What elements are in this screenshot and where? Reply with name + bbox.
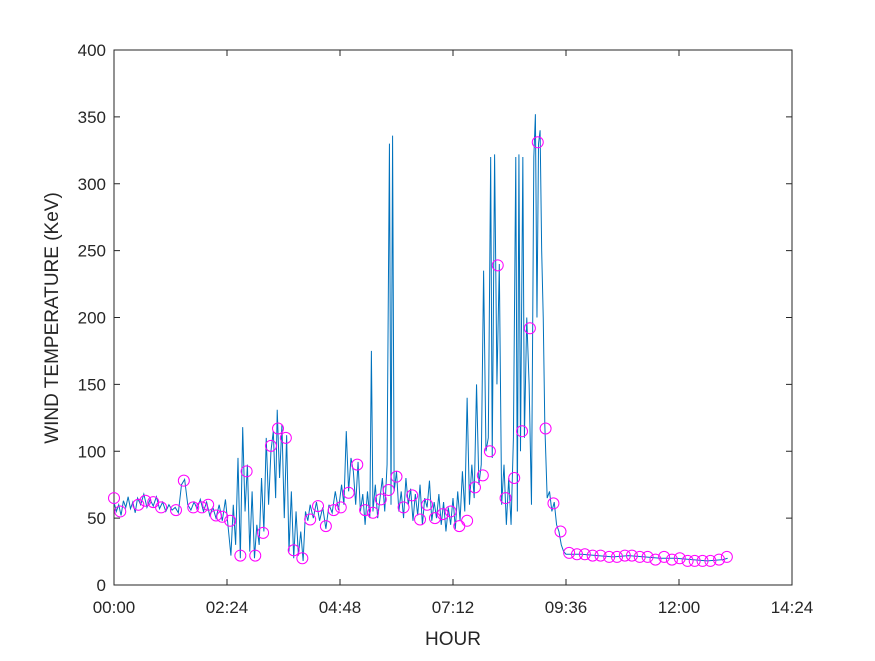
data-marker [681, 554, 694, 567]
data-marker [296, 552, 309, 565]
data-marker [108, 492, 120, 505]
y-tick-label: 150 [78, 375, 106, 394]
data-marker [169, 504, 182, 517]
data-marker [649, 553, 662, 566]
y-tick-label: 250 [78, 242, 106, 261]
data-marker [312, 500, 325, 513]
data-marker [563, 546, 576, 559]
y-tick-label: 50 [87, 509, 106, 528]
data-marker [704, 554, 717, 567]
x-tick-label: 04:48 [319, 598, 362, 617]
x-axis-label: HOUR [425, 629, 481, 650]
data-marker [272, 422, 285, 435]
data-marker [641, 550, 654, 563]
x-tick-label: 09:36 [545, 598, 588, 617]
data-marker [491, 259, 504, 272]
x-tick-label: 02:24 [206, 598, 249, 617]
data-marker [397, 501, 410, 514]
data-marker [195, 501, 208, 514]
data-marker [523, 322, 536, 335]
data-marker [696, 554, 709, 567]
data-marker [155, 501, 168, 514]
data-marker [673, 552, 686, 565]
data-marker [374, 493, 387, 506]
data-marker [139, 494, 152, 507]
x-tick-label: 12:00 [658, 598, 701, 617]
data-marker [249, 549, 262, 562]
data-marker [554, 525, 567, 538]
data-marker [216, 510, 229, 523]
data-marker [359, 504, 372, 517]
data-marker [508, 472, 521, 484]
data-line [113, 114, 728, 562]
data-marker [342, 486, 355, 499]
data-marker [240, 465, 253, 478]
data-marker [720, 550, 733, 563]
y-tick-label: 400 [78, 41, 106, 60]
x-tick-label: 00:00 [93, 598, 136, 617]
data-marker [351, 458, 364, 471]
data-marker [382, 484, 395, 497]
data-marker [483, 445, 496, 458]
data-marker [516, 425, 529, 438]
data-marker [444, 505, 457, 518]
data-marker [618, 549, 631, 562]
y-axis-label: WIND TEMPERATURE (KeV) [42, 192, 63, 444]
data-marker [114, 505, 127, 518]
data-marker [279, 431, 292, 444]
data-marker [436, 508, 449, 521]
data-marker [499, 492, 512, 505]
data-marker [366, 506, 379, 519]
y-tick-label: 100 [78, 442, 106, 461]
data-marker [287, 544, 300, 557]
y-tick-label: 300 [78, 175, 106, 194]
data-marker [625, 549, 638, 562]
data-marker [224, 514, 237, 527]
data-marker [461, 514, 474, 527]
data-marker [334, 501, 347, 514]
y-tick-label: 350 [78, 108, 106, 127]
data-marker [603, 550, 616, 563]
data-marker [688, 554, 701, 567]
data-marker [132, 498, 145, 511]
x-tick-label: 14:24 [771, 598, 814, 617]
data-marker [658, 550, 671, 563]
data-marker [531, 136, 544, 149]
data-marker [202, 498, 215, 511]
data-marker [611, 550, 624, 563]
data-marker [539, 422, 552, 435]
data-marker [547, 497, 560, 510]
data-marker [578, 548, 591, 561]
data-marker [187, 501, 200, 514]
data-marker [476, 469, 489, 482]
data-marker [234, 549, 247, 562]
data-marker [319, 520, 332, 533]
data-marker [665, 553, 678, 566]
data-marker [428, 512, 441, 525]
data-marker [406, 489, 419, 502]
data-marker [390, 470, 403, 483]
y-tick-label: 200 [78, 309, 106, 328]
data-marker [257, 526, 270, 539]
data-marker [421, 498, 434, 511]
x-tick-label: 07:12 [432, 598, 475, 617]
data-marker [468, 481, 481, 494]
data-marker [586, 549, 599, 562]
data-marker [633, 550, 646, 563]
data-marker [327, 504, 340, 517]
data-marker [177, 474, 190, 487]
data-marker [264, 439, 277, 452]
data-marker [570, 548, 583, 561]
y-tick-label: 0 [97, 576, 106, 595]
data-marker [713, 553, 726, 566]
data-marker [210, 509, 223, 522]
data-marker [304, 513, 317, 526]
data-marker [414, 513, 427, 526]
data-marker [594, 549, 607, 562]
